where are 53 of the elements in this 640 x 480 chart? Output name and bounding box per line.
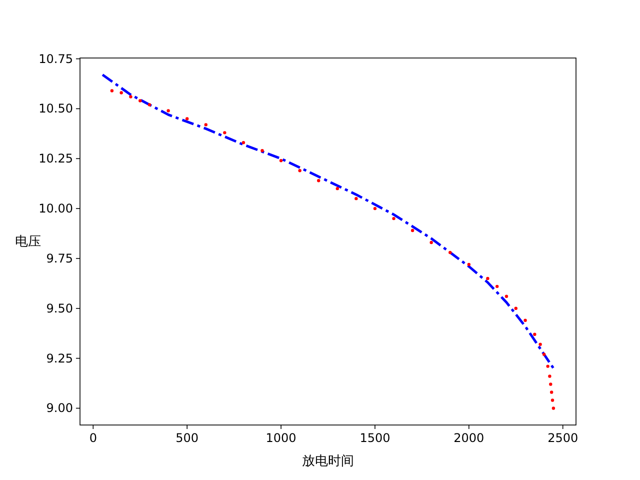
point — [533, 332, 536, 336]
point — [549, 382, 552, 386]
point — [373, 206, 377, 210]
point — [524, 318, 527, 322]
point — [392, 216, 396, 220]
point — [504, 294, 508, 298]
point — [260, 149, 264, 152]
line-series — [101, 74, 555, 370]
point — [110, 89, 114, 92]
y-tick-label: 9.50 — [46, 301, 73, 316]
point — [538, 342, 542, 346]
point — [298, 169, 302, 172]
x-tick-label: 500 — [176, 431, 199, 445]
point — [223, 131, 226, 134]
point — [138, 99, 142, 102]
y-tick-label: 10.50 — [38, 102, 73, 116]
x-tick-label: 2000 — [454, 431, 484, 445]
point — [129, 95, 132, 98]
point — [242, 141, 246, 144]
point — [279, 159, 283, 162]
point — [467, 262, 471, 266]
point — [148, 103, 152, 106]
point — [185, 117, 189, 120]
x-tick-label: 1500 — [360, 431, 390, 445]
point — [548, 374, 552, 378]
y-tick-label: 10.75 — [38, 52, 73, 66]
point — [486, 276, 490, 280]
x-tick-label: 2500 — [548, 431, 578, 445]
point — [552, 406, 556, 410]
point — [317, 179, 320, 182]
x-tick-label: 0 — [89, 431, 97, 445]
point — [120, 91, 123, 94]
point — [410, 228, 414, 232]
y-tick-label: 9.00 — [46, 401, 73, 416]
y-tick-label: 9.75 — [46, 251, 73, 266]
point — [430, 240, 433, 244]
point — [550, 390, 554, 394]
x-axis-title: 放电时间 — [302, 454, 354, 469]
y-tick-label: 9.25 — [46, 351, 73, 366]
point — [495, 284, 499, 288]
point — [204, 123, 208, 126]
y-axis-title: 电压 — [15, 234, 41, 250]
point — [514, 306, 518, 310]
point — [542, 352, 546, 356]
point — [336, 186, 339, 190]
point — [354, 196, 358, 200]
point — [448, 250, 452, 254]
point — [166, 109, 170, 112]
x-tick-label: 1000 — [266, 431, 296, 445]
y-tick-label: 10.25 — [38, 152, 73, 166]
y-tick-label: 10.00 — [38, 202, 73, 216]
point — [546, 364, 550, 368]
point — [550, 398, 554, 402]
